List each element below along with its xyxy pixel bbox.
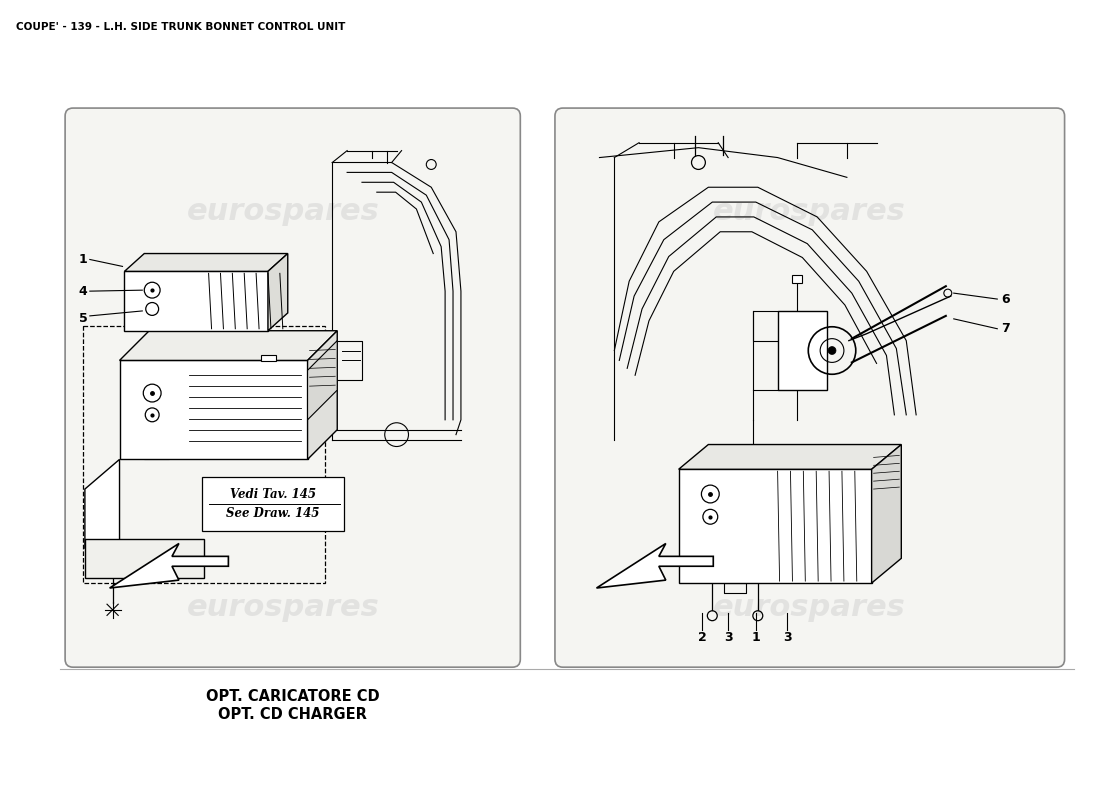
FancyBboxPatch shape — [201, 477, 344, 530]
Bar — [120, 361, 308, 459]
FancyBboxPatch shape — [65, 108, 520, 667]
Text: 5: 5 — [78, 312, 87, 326]
Text: eurospares: eurospares — [186, 594, 380, 622]
Text: eurospares: eurospares — [713, 594, 905, 622]
Polygon shape — [124, 254, 288, 271]
Bar — [82, 326, 326, 583]
Bar — [261, 355, 276, 362]
Text: 1: 1 — [78, 253, 87, 266]
Text: 6: 6 — [1001, 293, 1010, 306]
Polygon shape — [679, 445, 901, 470]
FancyBboxPatch shape — [554, 108, 1065, 667]
Text: 4: 4 — [78, 285, 87, 298]
Bar — [792, 275, 802, 283]
Text: See Draw. 145: See Draw. 145 — [227, 507, 320, 520]
Bar — [679, 470, 871, 583]
Bar — [200, 305, 208, 311]
Text: OPT. CARICATORE CD: OPT. CARICATORE CD — [206, 690, 380, 704]
Polygon shape — [308, 341, 338, 420]
Polygon shape — [120, 330, 338, 361]
Text: 3: 3 — [724, 631, 733, 644]
Polygon shape — [85, 459, 120, 549]
Text: Vedi Tav. 145: Vedi Tav. 145 — [230, 487, 316, 501]
Polygon shape — [308, 330, 338, 459]
Bar — [124, 271, 268, 330]
Text: 2: 2 — [698, 631, 707, 644]
Text: 7: 7 — [1001, 322, 1010, 335]
Text: 3: 3 — [783, 631, 792, 644]
Polygon shape — [871, 445, 901, 583]
Text: 1: 1 — [751, 631, 760, 644]
Polygon shape — [110, 543, 229, 588]
Text: eurospares: eurospares — [713, 198, 905, 226]
Polygon shape — [268, 254, 288, 330]
Polygon shape — [596, 543, 713, 588]
Polygon shape — [778, 311, 827, 390]
Text: eurospares: eurospares — [186, 198, 380, 226]
Polygon shape — [85, 538, 204, 578]
Text: COUPE' - 139 - L.H. SIDE TRUNK BONNET CONTROL UNIT: COUPE' - 139 - L.H. SIDE TRUNK BONNET CO… — [15, 22, 345, 32]
Circle shape — [828, 346, 836, 354]
Text: OPT. CD CHARGER: OPT. CD CHARGER — [218, 707, 367, 722]
